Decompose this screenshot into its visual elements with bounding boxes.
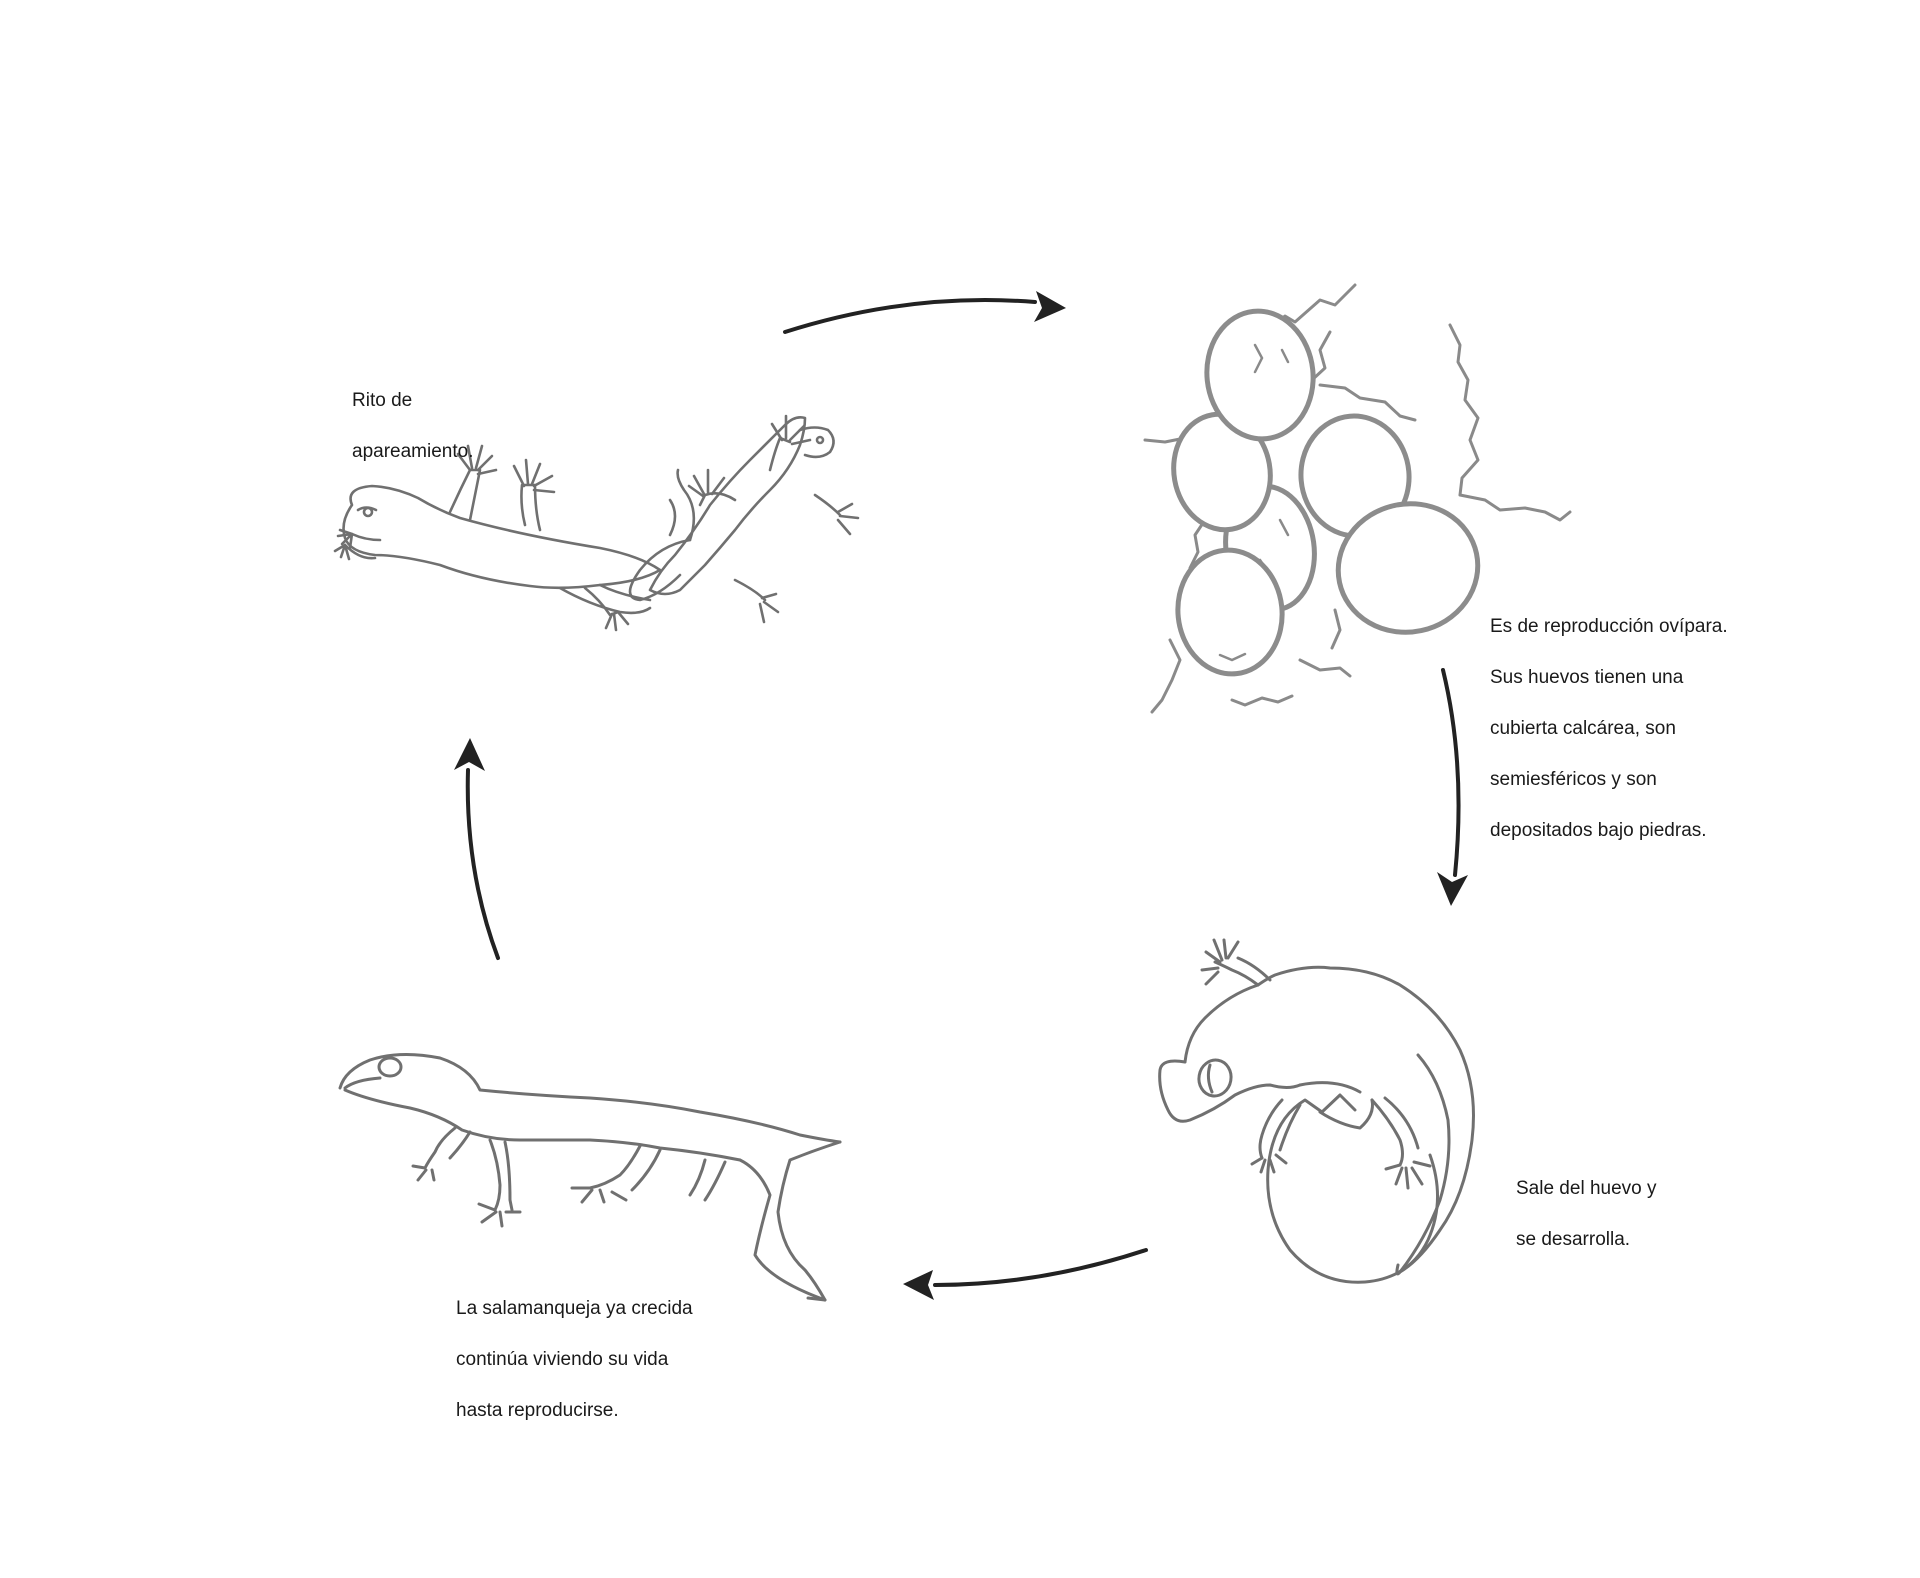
arrow-left-icon: [903, 1248, 1148, 1300]
caption-eggs: Es de reproducción ovípara. Sus huevos t…: [1490, 588, 1728, 869]
arrow-up-icon: [454, 738, 500, 960]
caption-line: Rito de: [352, 389, 413, 411]
caption-adult: La salamanqueja ya crecida continúa vivi…: [456, 1270, 693, 1449]
caption-line: Sale del huevo y: [1516, 1177, 1657, 1199]
caption-line: semiesféricos y son: [1490, 768, 1657, 790]
caption-line: Es de reproducción ovípara.: [1490, 615, 1728, 637]
caption-line: se desarrolla.: [1516, 1228, 1631, 1250]
egg-cluster-icon: [1143, 283, 1572, 714]
arrow-down-icon: [1437, 668, 1468, 906]
caption-line: depositados bajo piedras.: [1490, 819, 1707, 841]
hatching-gecko-icon: [1158, 938, 1475, 1284]
caption-hatching: Sale del huevo y se desarrolla.: [1516, 1150, 1657, 1278]
cycle-arrows: [454, 291, 1468, 1300]
caption-line: apareamiento.: [352, 440, 474, 462]
caption-line: hasta reproducirse.: [456, 1399, 619, 1421]
caption-line: La salamanqueja ya crecida: [456, 1297, 693, 1319]
caption-line: Sus huevos tienen una: [1490, 666, 1684, 688]
caption-line: cubierta calcárea, son: [1490, 717, 1676, 739]
arrow-right-icon: [783, 291, 1066, 334]
mating-geckos-icon: [333, 414, 860, 632]
caption-mating: Rito de apareamiento.: [352, 362, 473, 490]
caption-line: continúa viviendo su vida: [456, 1348, 669, 1370]
adult-gecko-icon: [338, 1052, 842, 1302]
